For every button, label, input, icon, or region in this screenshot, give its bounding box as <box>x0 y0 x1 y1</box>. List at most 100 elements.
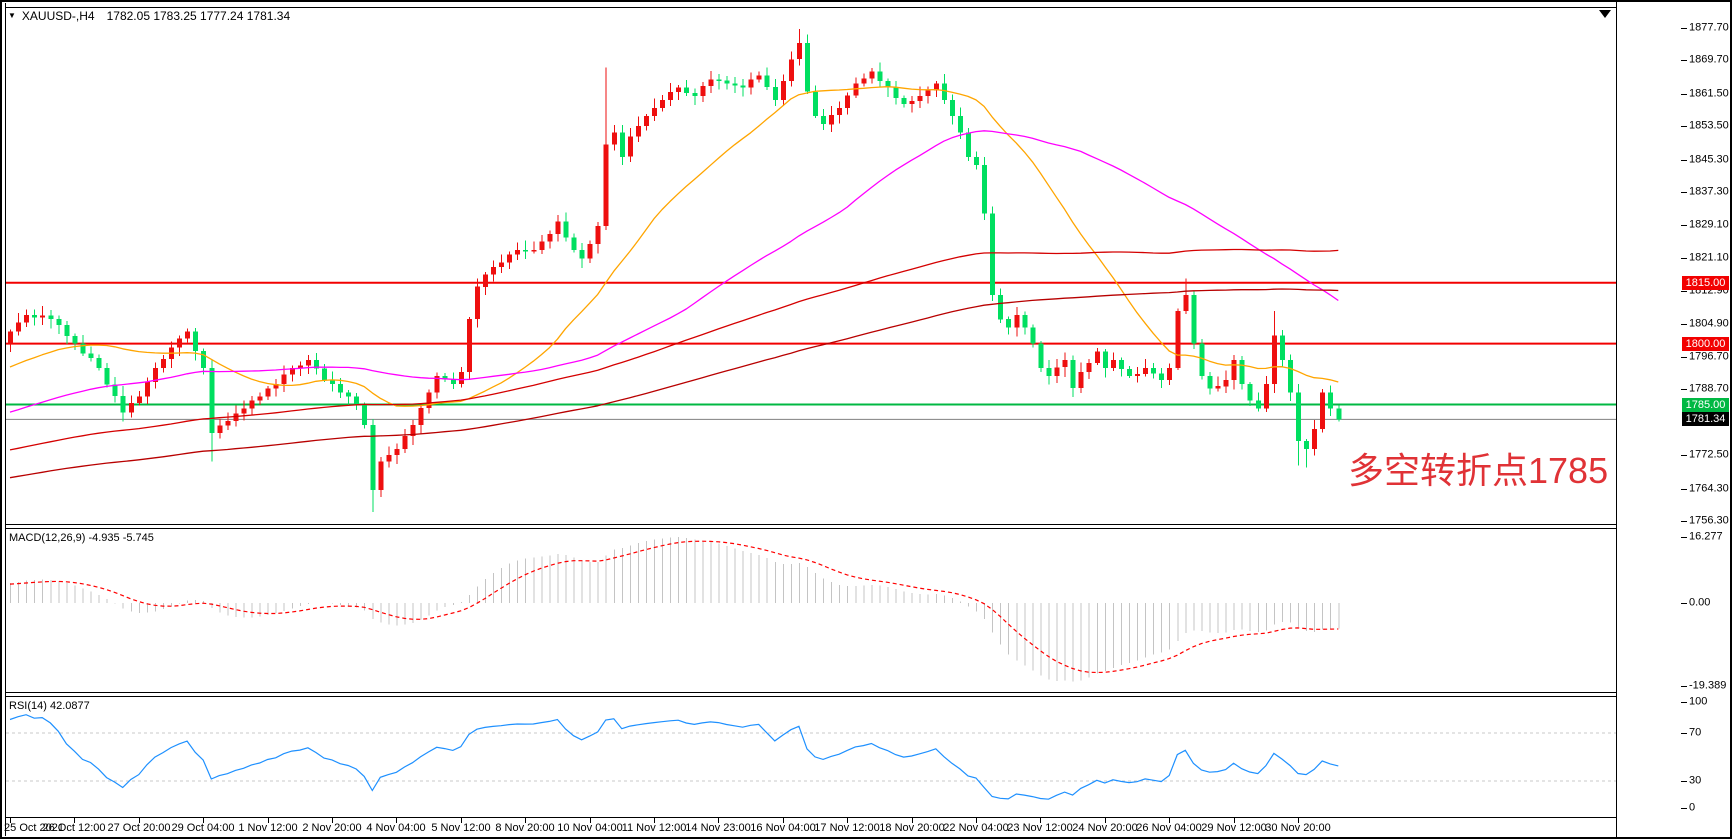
level-price-badge: 1785.00 <box>1682 398 1729 412</box>
macd-tick-label: -19.389 <box>1689 679 1727 692</box>
time-tick-mark <box>847 818 848 823</box>
chart-shift-marker-icon[interactable] <box>1599 10 1611 18</box>
price-tick-mark <box>1681 489 1687 490</box>
price-tick-label: 1853.50 <box>1689 119 1729 132</box>
time-tick-label: 16 Nov 04:00 <box>750 822 816 834</box>
time-tick-mark <box>590 818 591 823</box>
price-tick-mark <box>1681 455 1687 456</box>
time-tick-label: 29 Oct 04:00 <box>171 822 235 834</box>
price-tick-mark <box>1681 28 1687 29</box>
price-tick-label: 1788.70 <box>1689 382 1729 395</box>
time-tick-mark <box>1234 818 1235 823</box>
price-tick-label: 1804.90 <box>1689 317 1729 330</box>
price-tick-mark <box>1681 126 1687 127</box>
level-price-badge: 1800.00 <box>1682 337 1729 351</box>
rsi-panel-top-border <box>5 696 1616 697</box>
time-tick-mark <box>10 818 11 823</box>
time-tick-mark <box>74 818 75 823</box>
price-tick-mark <box>1681 258 1687 259</box>
macd-tick-label: 16.277 <box>1689 530 1723 543</box>
price-axis-separator[interactable] <box>1616 0 1617 839</box>
price-tick-label: 1845.30 <box>1689 153 1729 166</box>
price-tick-mark <box>1681 94 1687 95</box>
rsi-tick-label: 70 <box>1689 726 1702 739</box>
macd-tick-label: 0.00 <box>1689 596 1711 609</box>
price-tick-mark <box>1681 357 1687 358</box>
chart-title: ▼ XAUUSD-,H4 1782.05 1783.25 1777.24 1781.… <box>8 9 290 23</box>
moving-averages <box>9 86 1339 479</box>
symbol-period-label: XAUUSD-,H4 <box>21 9 95 23</box>
rsi-tick-label: 100 <box>1689 695 1708 708</box>
symbol-dropdown-icon[interactable]: ▼ <box>8 11 16 20</box>
rsi-tick-label: 30 <box>1689 774 1702 787</box>
time-tick-mark <box>203 818 204 823</box>
price-tick-label: 1829.10 <box>1689 218 1729 231</box>
time-tick-label: 1 Nov 12:00 <box>238 822 298 834</box>
price-tick-label: 1812.90 <box>1689 284 1729 297</box>
time-tick-mark <box>139 818 140 823</box>
main-panel-top-border <box>5 7 1616 8</box>
time-tick-label: 18 Nov 20:00 <box>879 822 945 834</box>
price-tick-label: 1772.50 <box>1689 448 1729 461</box>
time-tick-mark <box>1040 818 1041 823</box>
time-tick-label: 26 Nov 04:00 <box>1136 822 1202 834</box>
time-tick-mark <box>654 818 655 823</box>
time-tick-label: 11 Nov 12:00 <box>621 822 687 834</box>
price-tick-label: 1869.70 <box>1689 53 1729 66</box>
time-tick-label: 24 Nov 20:00 <box>1072 822 1138 834</box>
time-tick-label: 10 Nov 04:00 <box>557 822 623 834</box>
price-tick-label: 1756.30 <box>1689 514 1729 527</box>
time-tick-mark <box>976 818 977 823</box>
annotation-text: 多空转折点1785 <box>1348 450 1609 491</box>
time-tick-label: 22 Nov 04:00 <box>943 822 1009 834</box>
rsi-tick-mark <box>1681 808 1687 809</box>
time-tick-label: 2 Nov 20:00 <box>302 822 362 834</box>
price-tick-label: 1877.70 <box>1689 21 1729 34</box>
time-tick-label: 26 Oct 12:00 <box>42 822 106 834</box>
rsi-tick-label: 0 <box>1689 801 1696 814</box>
time-tick-label: 8 Nov 20:00 <box>495 822 555 834</box>
price-tick-label: 1837.30 <box>1689 185 1729 198</box>
rsi-tick-mark <box>1681 781 1687 782</box>
price-tick-mark <box>1681 192 1687 193</box>
time-tick-label: 17 Nov 12:00 <box>814 822 880 834</box>
rsi-label: RSI(14) 42.0877 <box>9 700 90 712</box>
time-tick-mark <box>783 818 784 823</box>
price-tick-mark <box>1681 389 1687 390</box>
time-tick-mark <box>1169 818 1170 823</box>
candles <box>8 29 1342 512</box>
price-tick-label: 1821.10 <box>1689 251 1729 264</box>
time-tick-label: 5 Nov 12:00 <box>431 822 491 834</box>
time-tick-label: 29 Nov 12:00 <box>1201 822 1267 834</box>
current-price-badge: 1781.34 <box>1682 412 1729 426</box>
price-tick-label: 1764.30 <box>1689 482 1729 495</box>
macd-label: MACD(12,26,9) -4.935 -5.745 <box>9 532 154 544</box>
time-tick-label: 14 Nov 23:00 <box>685 822 751 834</box>
time-tick-mark <box>912 818 913 823</box>
time-tick-mark <box>1105 818 1106 823</box>
time-tick-label: 30 Nov 20:00 <box>1265 822 1331 834</box>
time-tick-label: 4 Nov 04:00 <box>366 822 426 834</box>
main-macd-divider[interactable] <box>5 524 1616 525</box>
time-tick-mark <box>332 818 333 823</box>
price-tick-label: 1796.70 <box>1689 350 1729 363</box>
macd-panel-top-border <box>5 528 1616 529</box>
level-price-badge: 1815.00 <box>1682 276 1729 290</box>
macd-plot <box>9 537 1340 682</box>
price-tick-mark <box>1681 324 1687 325</box>
time-tick-mark <box>268 818 269 823</box>
rsi-tick-mark <box>1681 733 1687 734</box>
macd-tick-mark <box>1681 537 1687 538</box>
macd-tick-mark <box>1681 603 1687 604</box>
macd-tick-mark <box>1681 686 1687 687</box>
price-tick-mark <box>1681 225 1687 226</box>
ohlc-values: 1782.05 1783.25 1777.24 1781.34 <box>106 9 291 23</box>
time-tick-mark <box>718 818 719 823</box>
price-tick-mark <box>1681 160 1687 161</box>
macd-rsi-divider[interactable] <box>5 692 1616 693</box>
price-tick-mark <box>1681 521 1687 522</box>
time-tick-mark <box>1298 818 1299 823</box>
rsi-plot <box>6 714 1616 800</box>
